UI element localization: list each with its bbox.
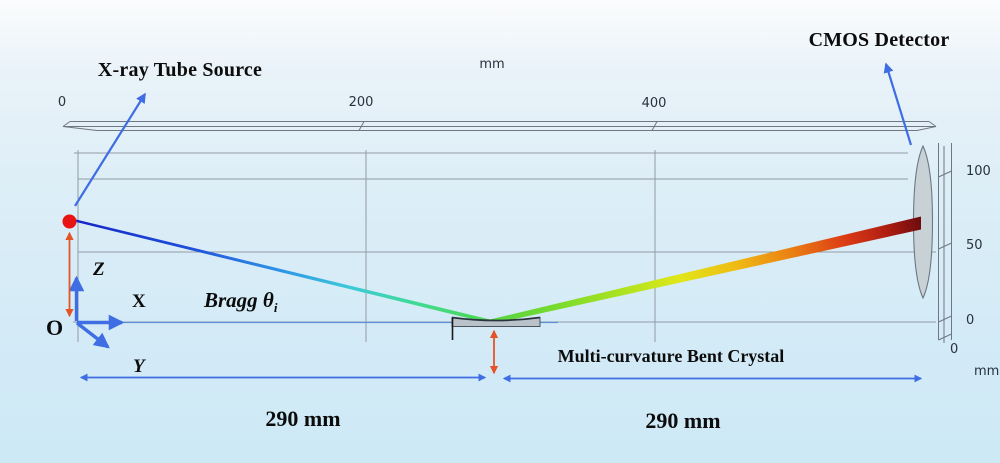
right-ruler-label-50: 50	[966, 238, 983, 253]
diffracted-ray	[490, 216, 921, 325]
top-ruler-unit-label: mm	[479, 57, 505, 72]
bragg-angle-label: Bragg θi	[204, 288, 277, 316]
x-axis-label: X	[132, 291, 146, 312]
y-axis-arrow	[75, 321, 110, 349]
right-ruler-tick-50	[938, 242, 952, 250]
right-ruler-origin-label: 0	[950, 342, 959, 357]
right-ruler-tick-0	[938, 315, 952, 323]
right-ruler	[938, 143, 952, 343]
left-span-dimension-label: 290 mm	[265, 406, 341, 431]
right-ruler-tick-100	[938, 170, 952, 178]
bragg-angle-subscript: i	[273, 300, 278, 316]
right-ruler-label-100: 100	[966, 164, 991, 179]
top-ruler-label-400: 400	[641, 96, 667, 111]
source-point	[62, 214, 77, 229]
coordinate-axes	[68, 275, 125, 349]
right-span-dimension-label: 290 mm	[645, 408, 721, 433]
right-ruler-unit-label: mm	[974, 364, 1000, 379]
cmos-detector-shape	[912, 144, 934, 300]
top-ruler	[62, 121, 937, 131]
bent-crystal-shape	[451, 316, 541, 340]
detector-pointer-arrow	[883, 62, 913, 146]
crystal-label: Multi-curvature Bent Crystal	[557, 346, 785, 366]
bragg-angle-text: Bragg θ	[204, 288, 274, 312]
source-pointer-arrow	[74, 92, 146, 207]
incident-ray	[74, 219, 492, 324]
top-ruler-label-0: 0	[57, 95, 67, 110]
crystal-curved-surface	[451, 316, 541, 322]
source-label: X-ray Tube Source	[97, 59, 263, 81]
z-axis-label: Z	[93, 259, 105, 280]
top-ruler-label-200: 200	[348, 95, 374, 110]
right-ruler-label-0: 0	[966, 313, 975, 328]
detector-label: CMOS Detector	[808, 29, 950, 51]
top-ruler-tick-200	[358, 121, 365, 131]
origin-label: O	[46, 315, 64, 340]
top-ruler-tick-400	[651, 121, 658, 131]
y-axis-label: Y	[133, 356, 145, 377]
